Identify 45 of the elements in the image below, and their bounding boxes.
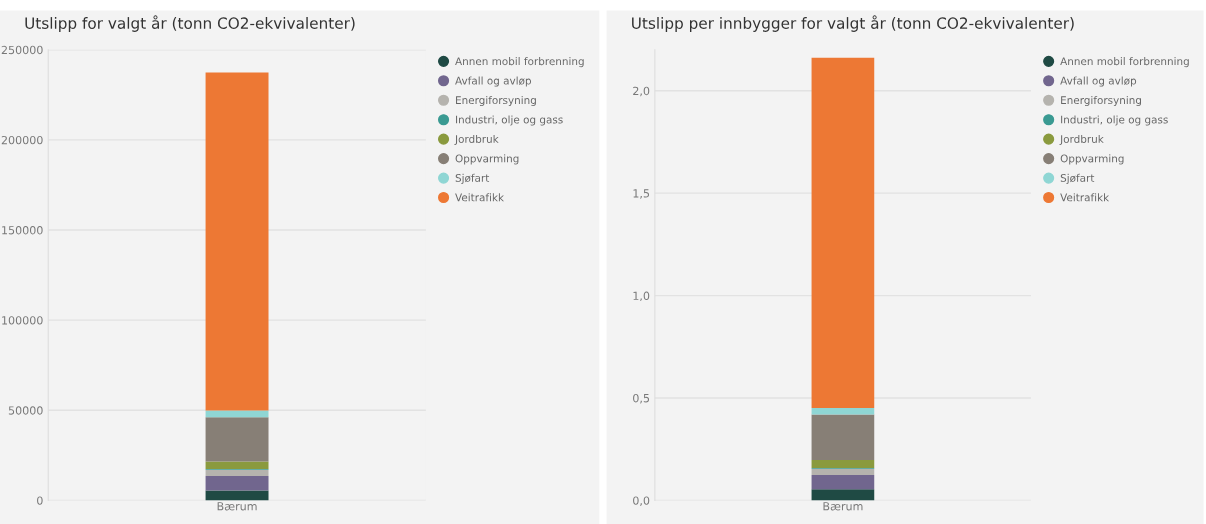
legend-label: Jordbruk — [1059, 134, 1104, 145]
legend-label: Industri, olje og gass — [1061, 115, 1168, 126]
bar — [811, 57, 875, 409]
bar — [811, 475, 875, 490]
legend-label: Avfall og avløp — [455, 76, 531, 87]
y-tick-label: 150000 — [2, 226, 43, 235]
legend-label: Jordbruk — [454, 134, 499, 145]
legend-label: Industri, olje og gass — [456, 115, 563, 126]
bar — [811, 408, 875, 415]
y-tick-label: 100000 — [2, 316, 43, 325]
bar — [205, 476, 269, 491]
legend-label: Energiforsyning — [1061, 95, 1141, 107]
y-tick-label: 200000 — [1, 135, 43, 145]
bar — [205, 469, 269, 477]
bar — [205, 490, 269, 501]
legend-label: Oppvarming — [1060, 154, 1124, 165]
legend-label: Sjøfart — [1060, 173, 1095, 184]
y-tick-label: 2,0 — [633, 86, 650, 97]
legend-label: Oppvarming — [455, 154, 519, 165]
legend-label: Annen mobil forbrenning — [455, 57, 584, 68]
y-tick-label: 250000 — [1, 45, 43, 55]
legend-label: Sjøfart — [455, 173, 490, 184]
bar — [205, 461, 269, 470]
bar — [205, 410, 269, 418]
legend-label: Veitrafikk — [455, 193, 504, 202]
bar — [811, 489, 875, 501]
chart-title: Utslipp for valgt år (tonn CO2-ekvivalenter) — [25, 15, 355, 32]
y-tick-label: 0,5 — [633, 393, 650, 404]
bar — [811, 414, 875, 461]
legend-label: Annen mobil forbrenning — [1060, 57, 1189, 68]
x-tick-label: Bærum — [823, 502, 863, 511]
y-tick-label: 0 — [37, 496, 43, 505]
legend-label: Avfall og avløp — [1060, 76, 1137, 87]
legend-label: Energiforsyning — [456, 95, 536, 107]
bar — [811, 460, 875, 469]
legend-label: Veitrafikk — [1060, 193, 1110, 202]
bar — [205, 417, 269, 462]
y-tick-label: 50000 — [8, 406, 43, 415]
chart-title: Utslipp per innbygger for valgt år (tonn CO2-ekvivalenter) — [632, 15, 1074, 32]
y-tick-label: 1,5 — [633, 189, 650, 199]
bar — [205, 72, 269, 411]
y-tick-label: 1,0 — [633, 291, 650, 302]
y-tick-label: 0,0 — [633, 496, 650, 506]
x-tick-label: Bærum — [217, 502, 257, 511]
bar — [811, 468, 875, 476]
